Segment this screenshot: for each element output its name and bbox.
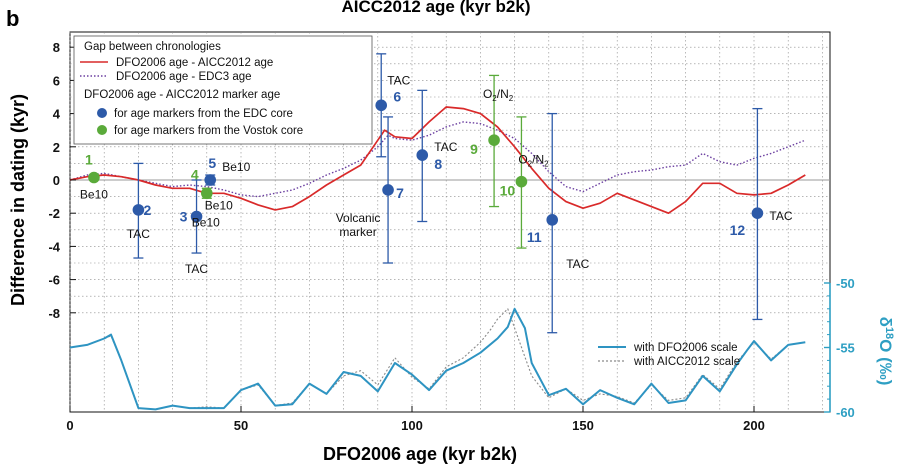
legend-edc-dot bbox=[97, 108, 107, 118]
y-tick-label-4: 4 bbox=[53, 107, 61, 122]
legend-top: Gap between chronologies DFO2006 age - A… bbox=[73, 35, 373, 145]
marker-point-9 bbox=[488, 134, 500, 146]
x-tick-label-100: 100 bbox=[401, 418, 423, 433]
x-tick-label-200: 200 bbox=[743, 418, 765, 433]
y-tick-label--2: -2 bbox=[48, 206, 60, 221]
y2-tick-label--60: -60 bbox=[836, 405, 855, 420]
y-tick-label-6: 6 bbox=[53, 73, 60, 88]
marker-point-3 bbox=[190, 210, 203, 223]
x-tick-label-0: 0 bbox=[66, 418, 73, 433]
y2-tick-label--50: -50 bbox=[836, 276, 855, 291]
marker-number-5: 5 bbox=[208, 155, 216, 171]
marker-label-5: Be10 bbox=[222, 160, 250, 174]
marker-label-7-line2: marker bbox=[339, 225, 376, 239]
marker-number-9: 9 bbox=[470, 141, 478, 157]
marker-label-4-lower: Be10 bbox=[192, 215, 220, 229]
marker-number-12: 12 bbox=[730, 222, 746, 238]
marker-label-9: O2/N2 bbox=[483, 87, 514, 103]
legend-vostok-dot bbox=[97, 125, 107, 135]
marker-point-5 bbox=[204, 174, 217, 186]
chart-title: AICC2012 age (kyr b2k) bbox=[342, 0, 531, 16]
marker-number-1: 1 bbox=[85, 152, 93, 168]
marker-number-6: 6 bbox=[393, 88, 401, 104]
marker-label-8: TAC bbox=[434, 140, 457, 154]
panel-label: b bbox=[6, 6, 19, 31]
y-tick-label-0: 0 bbox=[53, 173, 60, 188]
marker-label-4: Be10 bbox=[205, 198, 233, 212]
y-tick-label--6: -6 bbox=[48, 273, 60, 288]
marker-label-1: Be10 bbox=[80, 188, 108, 202]
marker-label-6: TAC bbox=[387, 73, 410, 87]
legend-top-box bbox=[73, 35, 373, 145]
right-axis-title: δ18O (‰) bbox=[876, 317, 895, 386]
marker-label-7-line1: Volcanic bbox=[336, 211, 381, 225]
marker-point-7 bbox=[382, 184, 394, 196]
right-axis-superscript: 18 bbox=[883, 327, 895, 339]
marker-number-8: 8 bbox=[434, 156, 442, 172]
y-tick-label--8: -8 bbox=[48, 306, 60, 321]
series-layer bbox=[69, 106, 806, 411]
right-axis-delta: δ bbox=[876, 317, 895, 327]
marker-point-6 bbox=[375, 99, 388, 112]
legend-title: Gap between chronologies bbox=[84, 41, 221, 53]
series-line-d18o-dfo2006 bbox=[69, 307, 806, 411]
y-tick-label--4: -4 bbox=[48, 239, 60, 254]
marker-point-11 bbox=[546, 214, 559, 226]
marker-point-12 bbox=[751, 207, 764, 219]
right-axis-o: O (‰) bbox=[876, 339, 895, 385]
legend-item-vostok-markers: for age markers from the Vostok core bbox=[114, 125, 303, 137]
marker-label-11: TAC bbox=[566, 257, 589, 271]
marker-point-4 bbox=[201, 187, 213, 200]
series-line-edc3 bbox=[69, 121, 806, 198]
marker-number-10: 10 bbox=[500, 183, 516, 199]
right-axis-title-text: δ18O (‰) bbox=[876, 317, 895, 386]
legend-item-edc-markers: for age markers from the EDC core bbox=[114, 108, 293, 120]
marker-label-12: TAC bbox=[769, 209, 792, 223]
marker-point-2 bbox=[132, 204, 145, 216]
marker-label-2: TAC bbox=[127, 227, 150, 241]
y-tick-label-2: 2 bbox=[53, 140, 60, 155]
series-line-aicc2012 bbox=[69, 106, 806, 215]
axes: 0 50 100 150 200 8 6 4 2 0 -2 -4 -6 -8 -50 -55 -60 bbox=[48, 40, 854, 433]
x-axis-title: DFO2006 age (kyr b2k) bbox=[323, 444, 517, 464]
marker-label-10: O2/N2 bbox=[518, 153, 549, 169]
marker-number-2: 2 bbox=[144, 202, 152, 218]
y-axis-title: Difference in dating (kyr) bbox=[8, 94, 28, 306]
legend-bottom: with DFO2006 scale with AICC2012 scale bbox=[598, 342, 740, 368]
marker-label-3: TAC bbox=[185, 262, 208, 276]
marker-number-3: 3 bbox=[180, 209, 188, 225]
y-tick-label-8: 8 bbox=[53, 40, 60, 55]
legend-item-dfo-scale: with DFO2006 scale bbox=[633, 342, 738, 354]
marker-point-8 bbox=[416, 149, 429, 161]
y2-tick-label--55: -55 bbox=[836, 341, 855, 356]
marker-number-4: 4 bbox=[191, 166, 199, 182]
x-tick-label-50: 50 bbox=[234, 418, 248, 433]
legend-item-aicc: DFO2006 age - AICC2012 age bbox=[116, 57, 273, 69]
legend-item-edc3: DFO2006 age - EDC3 age bbox=[116, 71, 252, 83]
marker-point-1 bbox=[88, 171, 100, 184]
marker-point-10 bbox=[515, 175, 528, 188]
legend-item-aicc-scale: with AICC2012 scale bbox=[633, 356, 740, 368]
marker-number-11: 11 bbox=[527, 229, 542, 245]
legend-markers-title: DFO2006 age - AICC2012 marker age bbox=[84, 89, 280, 101]
x-tick-label-150: 150 bbox=[572, 418, 594, 433]
marker-number-7: 7 bbox=[396, 185, 404, 201]
